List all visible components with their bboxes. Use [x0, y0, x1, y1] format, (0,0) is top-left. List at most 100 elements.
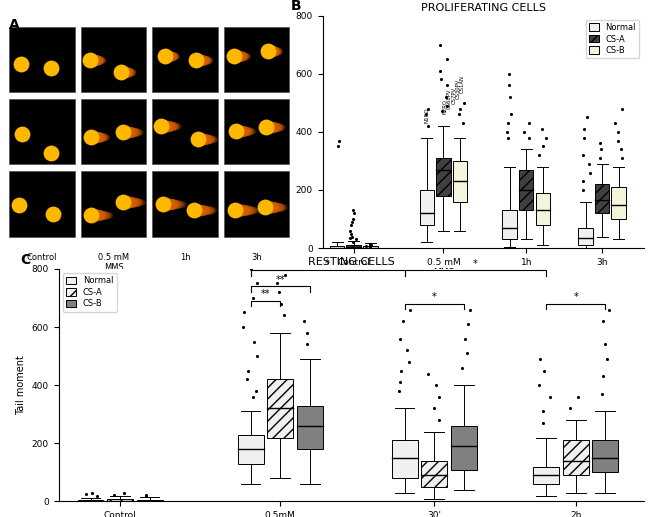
Point [94, 56, 105, 64]
Point [47, 64, 57, 72]
Point [103, 133, 114, 141]
Point [14, 201, 25, 209]
Point [365, 242, 375, 251]
Point [582, 113, 592, 121]
Point [137, 128, 148, 136]
Point [264, 47, 274, 55]
Point [124, 198, 135, 206]
Point [395, 334, 405, 343]
Point [131, 198, 141, 206]
Point [92, 492, 102, 500]
Point [122, 128, 133, 136]
Point [87, 56, 98, 64]
Point [263, 47, 274, 55]
Point [538, 419, 548, 427]
Point [140, 492, 151, 500]
Bar [81, 171, 146, 236]
Point [504, 70, 514, 78]
Point [272, 203, 283, 211]
Point [238, 323, 248, 331]
Point [272, 47, 282, 55]
Bar [9, 171, 75, 236]
Point [17, 60, 27, 69]
Point [203, 135, 214, 143]
Point [94, 133, 105, 141]
Point [118, 198, 129, 206]
Point [281, 203, 292, 211]
Point [123, 68, 133, 76]
Point [109, 491, 120, 499]
Point [99, 133, 109, 141]
Point [538, 367, 549, 375]
Point [15, 201, 25, 209]
Point [159, 122, 169, 130]
Point [18, 130, 28, 138]
Point [16, 60, 27, 69]
Point [169, 200, 179, 208]
Point [279, 311, 289, 320]
Point [206, 135, 216, 143]
Point [239, 308, 249, 316]
Point [171, 200, 181, 208]
Point [86, 489, 97, 497]
Point [233, 127, 243, 135]
Point [47, 148, 57, 157]
Point [116, 68, 127, 76]
Point [47, 148, 57, 157]
Point [177, 200, 187, 208]
Point [265, 123, 276, 131]
Point [104, 211, 114, 220]
Point [126, 128, 136, 136]
Point [263, 47, 273, 55]
Point [299, 317, 309, 325]
Point [158, 200, 168, 208]
Point [404, 306, 415, 314]
Point [262, 203, 272, 211]
Point [49, 210, 60, 218]
Point [173, 200, 183, 208]
Point [15, 201, 25, 209]
Point [92, 133, 103, 141]
Point [48, 210, 58, 218]
Point [268, 123, 279, 131]
Point [166, 52, 177, 60]
Point [90, 56, 101, 64]
Point [94, 56, 105, 64]
Bar [595, 184, 609, 213]
Bar [450, 426, 476, 469]
Point [270, 203, 280, 211]
Point [193, 205, 203, 214]
Bar [536, 193, 550, 225]
Point [231, 127, 241, 135]
Point [266, 203, 276, 211]
Point [159, 200, 169, 208]
Point [49, 210, 59, 218]
Legend: Normal, CS-A, CS-B: Normal, CS-A, CS-B [586, 20, 640, 58]
Point [131, 128, 141, 136]
Point [18, 130, 28, 138]
Point [579, 125, 590, 133]
Point [268, 47, 279, 55]
Point [16, 130, 27, 138]
Point [538, 142, 548, 150]
Point [123, 128, 133, 136]
Point [584, 169, 595, 177]
Point [47, 64, 57, 72]
Point [332, 142, 343, 150]
Point [273, 47, 283, 55]
Bar [563, 440, 589, 475]
Point [246, 206, 256, 214]
Point [261, 123, 272, 131]
Point [47, 64, 57, 72]
Bar [152, 99, 218, 164]
Point [17, 130, 27, 138]
Point [49, 210, 60, 218]
Bar [330, 246, 344, 248]
Point [194, 55, 204, 64]
Point [127, 198, 137, 206]
Point [49, 210, 59, 218]
Point [584, 160, 594, 168]
Point [16, 60, 27, 69]
Point [441, 93, 451, 101]
Point [211, 205, 221, 214]
